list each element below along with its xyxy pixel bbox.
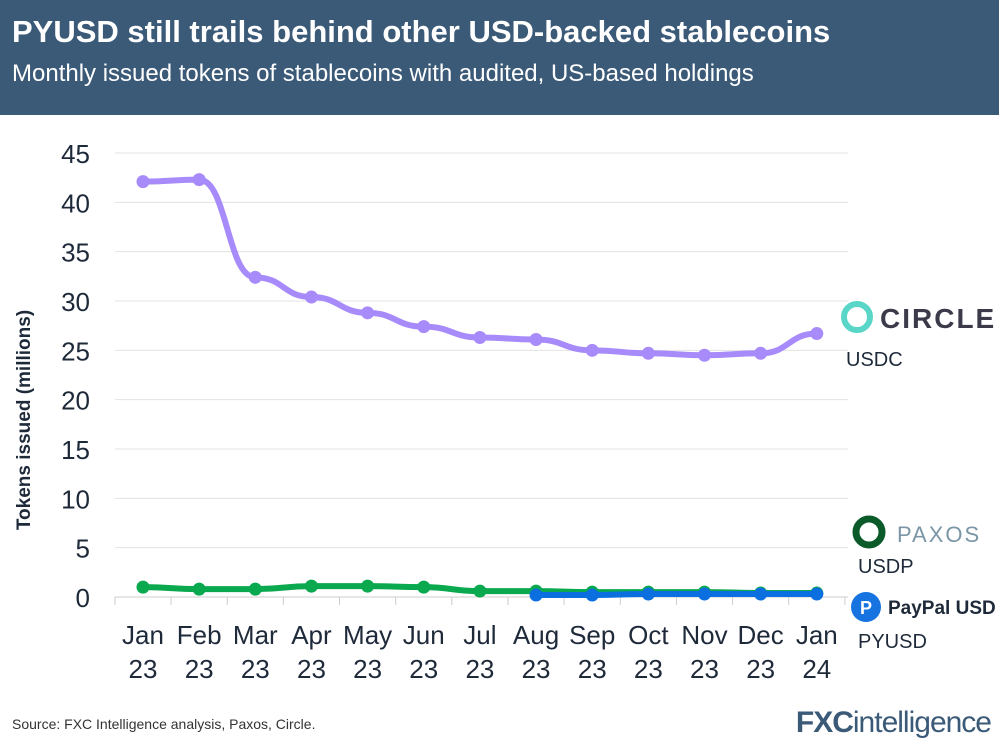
data-point-usdc [361, 306, 375, 320]
y-tick-label: 10 [61, 484, 90, 514]
legend-brand-paypal: PayPal USD [888, 598, 996, 619]
data-point-usdc [754, 346, 768, 360]
chart-title: PYUSD still trails behind other USD-back… [12, 14, 831, 49]
chart-subtitle: Monthly issued tokens of stablecoins wit… [12, 60, 754, 87]
x-tick-label: 23 [465, 654, 494, 684]
y-axis-label: Tokens issued (millions) [14, 310, 35, 530]
data-point-pyusd [754, 587, 768, 601]
data-point-usdc [585, 343, 599, 357]
data-point-usdc [248, 270, 262, 284]
x-tick-label: 23 [690, 654, 719, 684]
data-point-usdc [417, 320, 431, 334]
data-point-usdp [361, 579, 375, 593]
circle-logo-icon [841, 301, 873, 333]
data-point-usdc [473, 331, 487, 345]
data-point-pyusd [529, 588, 543, 602]
x-tick-label: Mar [233, 620, 278, 650]
data-point-usdp [473, 584, 487, 598]
data-point-usdp [136, 580, 150, 594]
paypal-logo-icon [851, 592, 881, 622]
series-line-pyusd [533, 591, 820, 599]
x-tick-label: Oct [628, 620, 669, 650]
data-point-pyusd [810, 587, 824, 601]
x-tick-label: Jan [122, 620, 164, 650]
data-point-usdp [304, 579, 318, 593]
x-tick-label: Dec [738, 620, 784, 650]
x-tick-label: 23 [409, 654, 438, 684]
x-tick-label: 23 [297, 654, 326, 684]
x-tick-label: 23 [746, 654, 775, 684]
x-tick-label: 24 [802, 654, 831, 684]
data-point-usdp [417, 580, 431, 594]
source-note: Source: FXC Intelligence analysis, Paxos… [12, 716, 316, 732]
y-tick-label: 30 [61, 287, 90, 317]
paypal-logo-glyph: P [860, 598, 872, 618]
x-tick-label: Aug [513, 620, 559, 650]
data-point-pyusd [698, 587, 711, 601]
legend-brand-circle: CIRCLE [880, 303, 996, 334]
x-tick-label: 23 [353, 654, 382, 684]
x-tick-label: Nov [681, 620, 727, 650]
series-line-usdc [140, 176, 820, 359]
y-tick-label: 40 [61, 188, 90, 218]
x-tick-label: 23 [185, 654, 214, 684]
x-tick-label: 23 [522, 654, 551, 684]
y-tick-label: 20 [61, 386, 90, 416]
data-point-usdc [304, 290, 318, 304]
data-point-usdp [192, 582, 206, 596]
y-tick-label: 0 [76, 583, 90, 613]
x-tick-label: 23 [241, 654, 270, 684]
data-point-usdp [248, 582, 262, 596]
paxos-logo-icon [852, 515, 886, 549]
y-tick-label: 5 [76, 534, 90, 564]
data-point-usdc [810, 327, 824, 341]
x-tick-label: Jul [463, 620, 496, 650]
legend-label-usdp: USDP [858, 556, 914, 578]
x-tick-label: May [343, 620, 392, 650]
x-tick-label: 23 [634, 654, 663, 684]
fxc-logo: FXCintelligence [795, 706, 992, 739]
y-tick-label: 45 [61, 139, 90, 169]
header: PYUSD still trails behind other USD-back… [0, 0, 999, 115]
data-point-usdc [136, 175, 150, 189]
data-point-usdc [641, 346, 655, 360]
legend-label-usdc: USDC [846, 349, 903, 371]
y-tick-label: 35 [61, 238, 90, 268]
y-tick-label: 25 [61, 336, 90, 366]
data-point-usdc [192, 173, 206, 187]
data-point-usdc [698, 348, 711, 362]
x-tick-label: 23 [129, 654, 158, 684]
x-tick-label: Jan [796, 620, 838, 650]
y-tick-label: 15 [61, 435, 90, 465]
x-tick-label: Jun [403, 620, 445, 650]
data-point-usdc [529, 332, 543, 346]
x-tick-label: Sep [569, 620, 615, 650]
data-point-pyusd [641, 587, 655, 601]
legend-label-pyusd: PYUSD [858, 631, 927, 653]
x-tick-label: Apr [291, 620, 332, 650]
legend-brand-paxos: PAXOS [897, 522, 981, 547]
x-tick-label: Feb [177, 620, 222, 650]
x-tick-label: 23 [578, 654, 607, 684]
data-point-pyusd [585, 588, 599, 602]
